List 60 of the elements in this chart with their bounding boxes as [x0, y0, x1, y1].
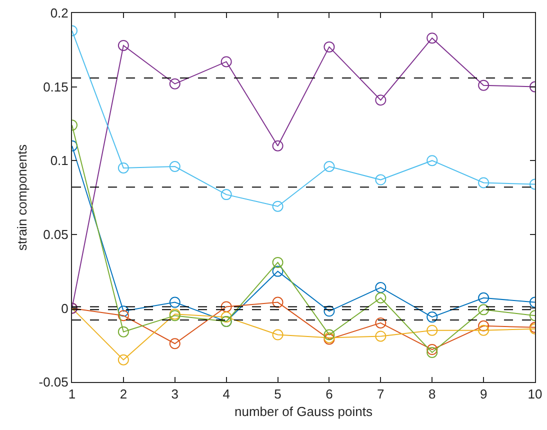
point — [118, 306, 129, 317]
point — [324, 161, 335, 172]
point — [478, 80, 490, 91]
x-tick-label: 2 — [120, 386, 128, 402]
point — [375, 330, 386, 342]
x-tick-label: 7 — [377, 386, 384, 402]
x-tick-label: 8 — [428, 386, 436, 402]
point — [169, 296, 180, 308]
x-tick-label: 3 — [171, 386, 179, 402]
point — [426, 155, 438, 166]
point — [272, 140, 284, 152]
point — [169, 161, 180, 172]
y-tick-label: 0.1 — [50, 153, 68, 168]
point — [118, 162, 129, 174]
point — [220, 189, 232, 200]
y-tick-label: 0.05 — [43, 226, 68, 242]
x-tick-label: 4 — [222, 386, 230, 402]
point — [220, 301, 232, 312]
point — [426, 344, 438, 356]
point — [478, 320, 490, 332]
point — [478, 177, 490, 188]
x-tick-label: 6 — [326, 386, 333, 402]
point — [478, 292, 490, 304]
point — [375, 317, 386, 328]
x-axis-title: number of Gauss points — [234, 404, 373, 420]
point — [118, 354, 129, 366]
x-tick-label: 9 — [480, 386, 488, 402]
point — [220, 56, 232, 68]
point — [375, 174, 386, 186]
point — [426, 346, 438, 358]
point — [324, 41, 335, 52]
y-tick-label: 0.15 — [43, 79, 68, 94]
point — [272, 329, 284, 340]
point — [118, 40, 129, 51]
point — [272, 256, 284, 268]
point — [118, 326, 129, 338]
point — [324, 306, 335, 317]
point — [118, 310, 129, 322]
point — [375, 94, 386, 106]
x-tick-label: 10 — [528, 386, 542, 402]
point — [169, 78, 180, 90]
point — [375, 292, 386, 304]
point — [426, 32, 438, 44]
point — [426, 312, 438, 323]
point — [478, 324, 490, 336]
point — [426, 324, 438, 336]
x-tick-label: 5 — [274, 386, 282, 402]
y-axis-title: strain components — [14, 144, 30, 251]
point — [272, 200, 284, 212]
x-tick-label: 1 — [68, 386, 76, 402]
point — [272, 296, 284, 308]
point — [169, 338, 180, 350]
y-tick-label: 0 — [61, 300, 68, 316]
point — [478, 304, 490, 316]
y-tick-label: -0.05 — [38, 374, 68, 390]
y-tick-label: 0.2 — [50, 6, 68, 21]
point — [272, 266, 284, 277]
point — [324, 329, 335, 340]
point — [375, 282, 386, 294]
point — [220, 312, 232, 323]
